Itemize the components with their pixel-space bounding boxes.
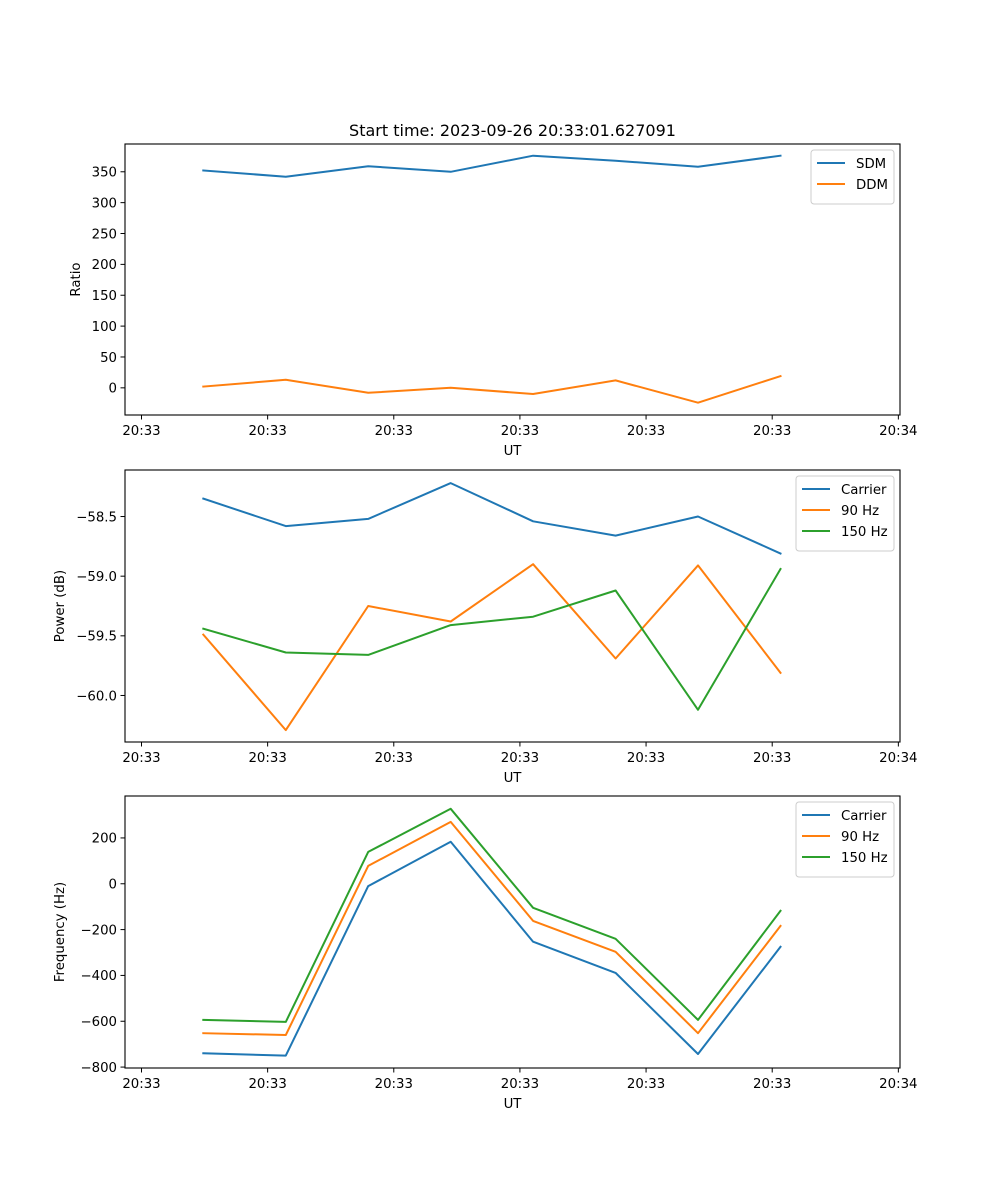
y-tick-label: 0: [109, 878, 117, 893]
y-tick-label: 200: [92, 832, 117, 847]
y-tick-label: −800: [80, 1061, 117, 1076]
series-line-carrier: [202, 840, 782, 1057]
axes-frame: [124, 795, 901, 1069]
x-tick-label: 20:33: [501, 1077, 539, 1092]
legend-label: DDM: [856, 178, 888, 193]
x-tick-label: 20:33: [375, 1077, 413, 1092]
y-axis-label: Frequency (Hz): [53, 882, 68, 982]
x-tick-label: 20:33: [122, 1077, 160, 1092]
legend-label: 150 Hz: [841, 525, 888, 540]
x-tick-label: 20:33: [248, 751, 286, 766]
panels: 20:33 20:33 20:33 20:33 20:33 20:33 20:34 0 50 10…: [53, 143, 918, 1112]
legend-label: 90 Hz: [841, 504, 879, 519]
legend: SDM DDM: [810, 149, 895, 205]
y-axis-label: Power (dB): [53, 570, 68, 642]
series-line-carrier: [202, 482, 782, 555]
y-tick-label: 250: [92, 227, 117, 242]
series-line-90-hz: [202, 820, 782, 1036]
panel-1: 20:33 20:33 20:33 20:33 20:33 20:33 20:34 0 50 10…: [69, 143, 918, 459]
series-line-sdm: [202, 154, 782, 178]
x-tick-label: 20:34: [879, 424, 917, 439]
y-tick-label: −600: [80, 1015, 117, 1030]
x-tick-label: 20:33: [375, 751, 413, 766]
panel-3: 20:33 20:33 20:33 20:33 20:33 20:33 20:34 −800 −…: [53, 795, 918, 1112]
y-axis-label: Ratio: [69, 262, 84, 296]
legend-label: Carrier: [841, 483, 887, 498]
y-tick-label: −60.0: [76, 689, 117, 704]
x-axis-label: UT: [504, 1097, 523, 1112]
x-axis-label: UT: [504, 771, 523, 786]
x-tick-label: 20:33: [501, 424, 539, 439]
series-line-150-hz: [202, 807, 782, 1023]
series-line-90-hz: [201, 563, 782, 732]
series-line-150-hz: [202, 567, 782, 711]
legend-box: [795, 801, 895, 878]
x-tick-label: 20:33: [627, 424, 665, 439]
x-tick-label: 20:33: [248, 424, 286, 439]
legend: Carrier 90 Hz 150 Hz: [795, 801, 895, 878]
x-tick-label: 20:34: [879, 1077, 917, 1092]
y-tick-label: −58.5: [76, 510, 117, 525]
x-tick-label: 20:33: [501, 751, 539, 766]
legend-label: SDM: [856, 157, 886, 172]
legend-label: Carrier: [841, 809, 887, 824]
x-tick-label: 20:33: [375, 424, 413, 439]
legend-box: [795, 475, 895, 552]
x-tick-label: 20:33: [122, 751, 160, 766]
legend-label: 90 Hz: [841, 830, 879, 845]
x-tick-label: 20:33: [122, 424, 160, 439]
y-tick-label: 100: [92, 320, 117, 335]
x-tick-label: 20:34: [879, 751, 917, 766]
y-tick-label: 350: [92, 166, 117, 181]
y-tick-label: −59.5: [76, 630, 117, 645]
x-tick-label: 20:33: [753, 1077, 791, 1092]
x-axis-label: UT: [504, 444, 523, 459]
axes-frame: [124, 143, 901, 416]
y-tick-label: −59.0: [76, 570, 117, 585]
x-tick-label: 20:33: [753, 751, 791, 766]
x-tick-label: 20:33: [248, 1077, 286, 1092]
figure-title: Start time: 2023-09-26 20:33:01.627091: [349, 121, 676, 140]
y-tick-label: 200: [92, 258, 117, 273]
legend: Carrier 90 Hz 150 Hz: [795, 475, 895, 552]
y-tick-label: −200: [80, 923, 117, 938]
x-tick-label: 20:33: [753, 424, 791, 439]
panel-2: 20:33 20:33 20:33 20:33 20:33 20:33 20:34 −60.0…: [53, 469, 918, 786]
y-tick-label: 50: [100, 351, 117, 366]
y-tick-label: 0: [109, 382, 117, 397]
y-tick-label: 150: [92, 289, 117, 304]
legend-label: 150 Hz: [841, 851, 888, 866]
y-tick-label: 300: [92, 196, 117, 211]
x-tick-label: 20:33: [627, 751, 665, 766]
y-tick-label: −400: [80, 969, 117, 984]
axes-frame: [124, 469, 901, 743]
series-line-ddm: [202, 374, 782, 404]
x-tick-label: 20:33: [627, 1077, 665, 1092]
